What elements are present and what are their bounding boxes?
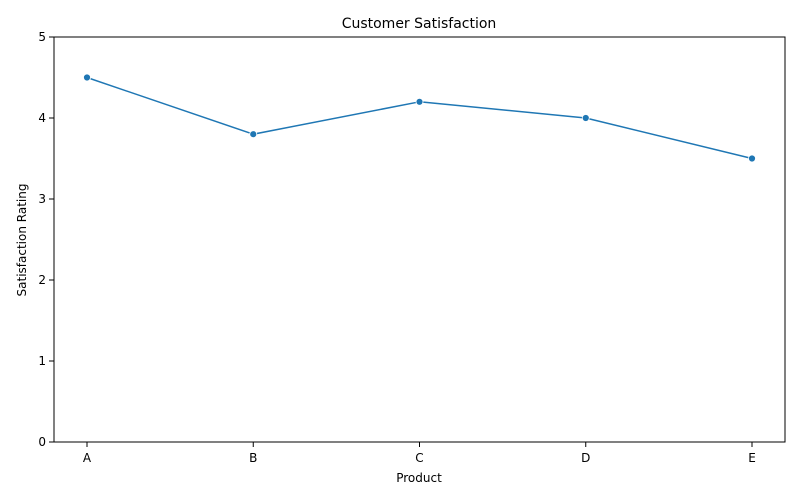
plot-area-frame [53, 36, 786, 443]
x-tick-label: D [581, 451, 590, 465]
y-tick-label: 3 [38, 192, 46, 206]
x-axis: A B C D E [83, 442, 756, 465]
y-tick-label: 2 [38, 273, 46, 287]
y-tick-label: 0 [38, 435, 46, 449]
y-tick-label: 4 [38, 111, 46, 125]
data-point [748, 154, 756, 163]
series-line [86, 76, 753, 160]
x-tick-label: A [83, 451, 92, 465]
x-tick-label: B [249, 451, 257, 465]
x-tick-label: E [748, 451, 756, 465]
data-point [581, 114, 590, 122]
y-axis: 0 1 2 3 4 5 [38, 30, 54, 449]
x-tick-label: C [415, 451, 423, 465]
data-point [249, 130, 258, 139]
y-tick-label: 1 [38, 354, 46, 368]
y-tick-label: 5 [38, 30, 46, 44]
y-axis-label: Satisfaction Rating [15, 184, 29, 297]
series-satisfaction [83, 73, 756, 163]
data-point [83, 73, 91, 82]
x-axis-label: Product [396, 471, 442, 485]
data-point [415, 97, 424, 106]
chart-title: Customer Satisfaction [342, 16, 497, 32]
